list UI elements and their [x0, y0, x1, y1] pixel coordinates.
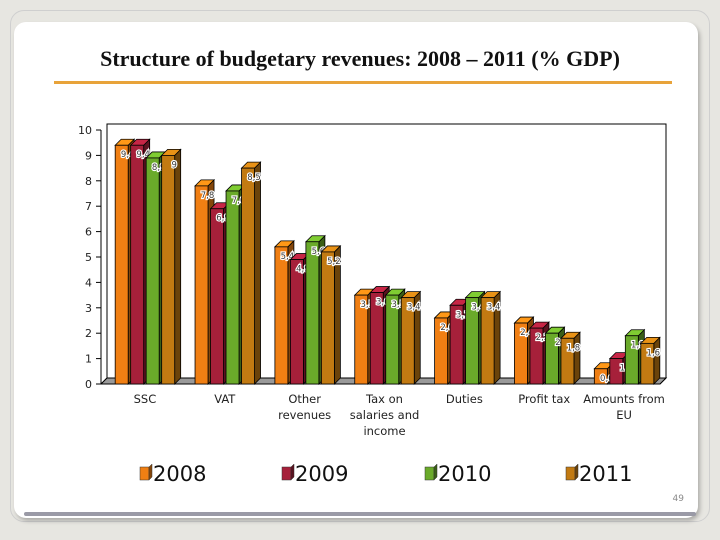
data-label: 8,5: [247, 173, 261, 183]
bar: [114, 144, 129, 385]
bar: [369, 292, 384, 385]
y-tick-label: 8: [85, 175, 92, 188]
x-tick-label: EU: [616, 408, 632, 422]
page-number: 49: [672, 494, 684, 504]
bar: [385, 294, 400, 385]
y-tick-label: 1: [85, 353, 92, 366]
legend-swatch: [424, 466, 435, 481]
bar: [529, 327, 544, 385]
bar: [161, 154, 176, 385]
legend-swatch: [139, 466, 150, 481]
x-tick-label: SSC: [134, 392, 157, 406]
legend-swatch-side: [290, 463, 295, 481]
legend-swatch: [281, 466, 292, 481]
data-label: 1,6: [647, 348, 661, 358]
x-tick-label: VAT: [214, 392, 236, 406]
x-tick-label: Amounts from: [583, 392, 665, 406]
legend-label: 2010: [438, 462, 491, 486]
y-tick-label: 2: [85, 327, 92, 340]
bar: [624, 335, 639, 385]
bar: [609, 358, 624, 385]
x-tick-label: salaries and: [350, 408, 420, 422]
slide-frame: [10, 10, 710, 522]
data-label: 9: [171, 160, 176, 170]
data-label: 3,4: [407, 303, 421, 313]
bar: [640, 342, 655, 385]
legend-swatch-side: [148, 463, 153, 481]
bar: [210, 208, 224, 385]
bar: [514, 322, 528, 385]
slide-bottom-bar: [24, 512, 696, 516]
bar: [593, 368, 608, 385]
x-tick-label: Other: [288, 392, 321, 406]
legend-swatch-side: [574, 463, 579, 481]
y-tick-label: 4: [85, 276, 92, 289]
bar: [145, 157, 160, 385]
bar: [560, 337, 575, 385]
bar: [434, 317, 449, 385]
bar-side: [254, 161, 261, 385]
data-label: 7,8: [201, 191, 215, 201]
y-tick-label: 9: [85, 149, 92, 162]
y-tick-label: 5: [85, 251, 92, 264]
y-tick-label: 6: [85, 226, 92, 239]
bar: [289, 259, 304, 385]
bar: [225, 190, 240, 385]
legend-swatch-side: [433, 463, 438, 481]
x-tick-label: income: [363, 424, 405, 438]
data-label: 1,8: [567, 343, 581, 353]
bar: [130, 144, 145, 385]
legend-label: 2011: [579, 462, 632, 486]
bar: [194, 185, 209, 385]
data-label: 2: [555, 338, 560, 348]
data-label: 1: [620, 364, 625, 374]
bar: [400, 297, 415, 385]
bar: [465, 297, 480, 385]
bar: [320, 251, 335, 385]
x-tick-label: revenues: [278, 408, 331, 422]
bar: [449, 304, 464, 385]
bar-side: [653, 336, 661, 385]
title-underline: [54, 81, 672, 84]
data-label: 3,4: [487, 303, 501, 313]
y-tick-label: 7: [85, 200, 92, 213]
bar: [545, 332, 559, 385]
y-tick-label: 3: [85, 302, 92, 315]
x-tick-label: Profit tax: [518, 392, 570, 406]
x-tick-label: Duties: [446, 392, 483, 406]
bar: [305, 241, 320, 385]
y-tick-label: 0: [85, 378, 92, 391]
bar-side: [573, 331, 581, 385]
bar: [274, 246, 289, 385]
bar: [354, 294, 369, 385]
bar-side: [174, 148, 182, 385]
data-label: 5,2: [327, 257, 341, 267]
slide-title: Structure of budgetary revenues: 2008 – …: [100, 46, 620, 71]
legend-label: 2009: [295, 462, 348, 486]
y-tick-label: 10: [78, 124, 92, 137]
x-tick-label: Tax on: [365, 392, 403, 406]
legend-label: 2008: [153, 462, 206, 486]
bar: [241, 167, 255, 385]
bar: [480, 297, 495, 385]
legend-swatch: [565, 466, 576, 481]
